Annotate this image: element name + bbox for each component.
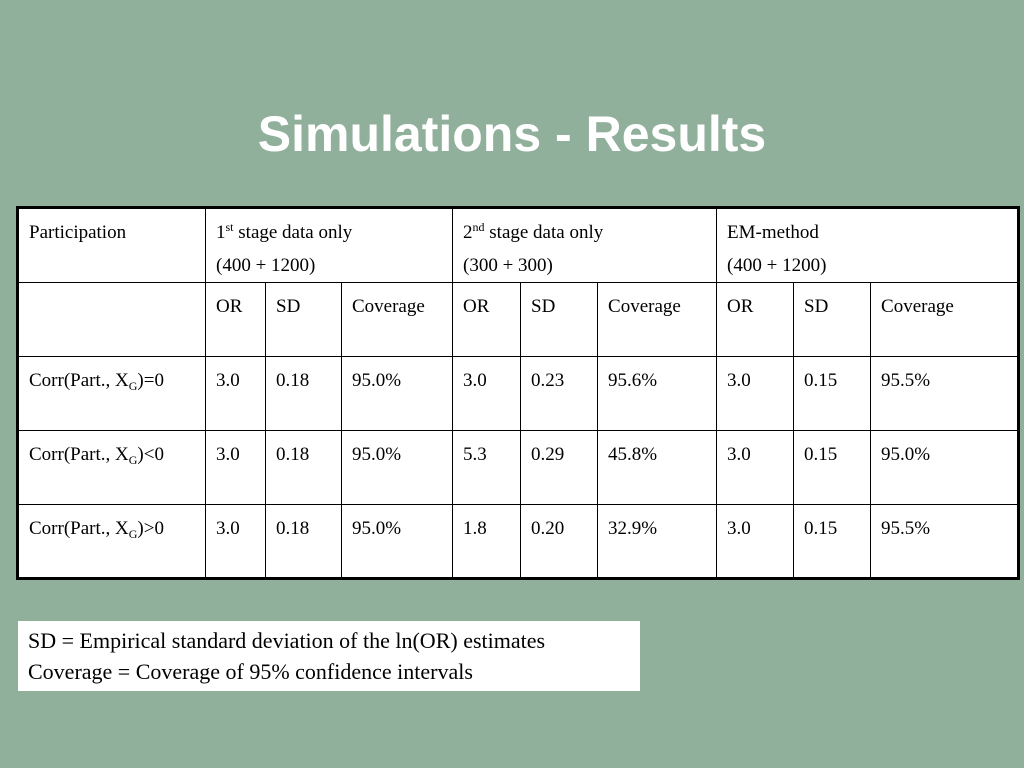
header-em-method: EM-method (400 + 1200): [716, 207, 1020, 283]
results-table: Participation 1st stage data only (400 + …: [16, 206, 1021, 580]
table-cell: 95.0%: [340, 356, 454, 431]
header-stage1: 1st stage data only (400 + 1200): [204, 207, 454, 283]
row-label: Corr(Part., XG)<0: [17, 430, 206, 505]
subheader-cell: OR: [452, 282, 522, 357]
table-cell: 0.23: [520, 356, 599, 431]
table-cell: 95.0%: [870, 430, 1020, 505]
table-cell: 95.0%: [340, 430, 454, 505]
table-cell: 3.0: [716, 504, 795, 579]
subheader-cell: SD: [520, 282, 599, 357]
row-label: Corr(Part., XG)=0: [17, 356, 206, 431]
table-cell: 0.15: [793, 356, 872, 431]
header-participation: Participation: [17, 207, 206, 283]
subheader-cell: SD: [265, 282, 342, 357]
table-cell: 32.9%: [597, 504, 718, 579]
table-cell: 3.0: [205, 504, 266, 579]
table-cell: 3.0: [205, 356, 266, 431]
subheader-cell: Coverage: [597, 282, 718, 357]
table-subheader-row: OR SD Coverage OR SD Coverage OR SD Cove…: [17, 282, 1020, 357]
table-row: Corr(Part., XG)=0 3.0 0.18 95.0% 3.0 0.2…: [17, 356, 1020, 431]
legend-line-coverage: Coverage = Coverage of 95% confidence in…: [28, 659, 473, 684]
table-cell: 95.5%: [870, 356, 1020, 431]
table-cell: 0.18: [265, 356, 342, 431]
table-cell: 0.20: [520, 504, 599, 579]
subheader-cell: OR: [716, 282, 795, 357]
slide-title: Simulations - Results: [257, 106, 767, 162]
table-cell: 0.15: [793, 430, 872, 505]
legend-line-sd: SD = Empirical standard deviation of the…: [28, 628, 546, 653]
table-cell: 95.5%: [870, 504, 1020, 579]
header-stage2: 2nd stage data only (300 + 300): [452, 207, 718, 283]
subheader-empty: [17, 282, 206, 357]
table-cell: 3.0: [716, 356, 795, 431]
table-row: Corr(Part., XG)>0 3.0 0.18 95.0% 1.8 0.2…: [17, 504, 1020, 579]
table-cell: 3.0: [452, 356, 522, 431]
table-cell: 0.15: [793, 504, 872, 579]
subheader-cell: Coverage: [340, 282, 454, 357]
subheader-cell: SD: [793, 282, 872, 357]
subheader-cell: Coverage: [870, 282, 1020, 357]
subheader-cell: OR: [205, 282, 266, 357]
table-header-row: Participation 1st stage data only (400 + …: [17, 207, 1020, 283]
table-cell: 3.0: [716, 430, 795, 505]
row-label: Corr(Part., XG)>0: [17, 504, 206, 579]
table-cell: 1.8: [452, 504, 522, 579]
table-cell: 0.18: [265, 504, 342, 579]
table-row: Corr(Part., XG)<0 3.0 0.18 95.0% 5.3 0.2…: [17, 430, 1020, 505]
legend-box: SD = Empirical standard deviation of the…: [18, 621, 640, 691]
table-cell: 0.18: [265, 430, 342, 505]
table-cell: 95.0%: [340, 504, 454, 579]
table-cell: 5.3: [452, 430, 522, 505]
table-cell: 45.8%: [597, 430, 718, 505]
table-cell: 3.0: [205, 430, 266, 505]
table-cell: 0.29: [520, 430, 599, 505]
table-cell: 95.6%: [597, 356, 718, 431]
